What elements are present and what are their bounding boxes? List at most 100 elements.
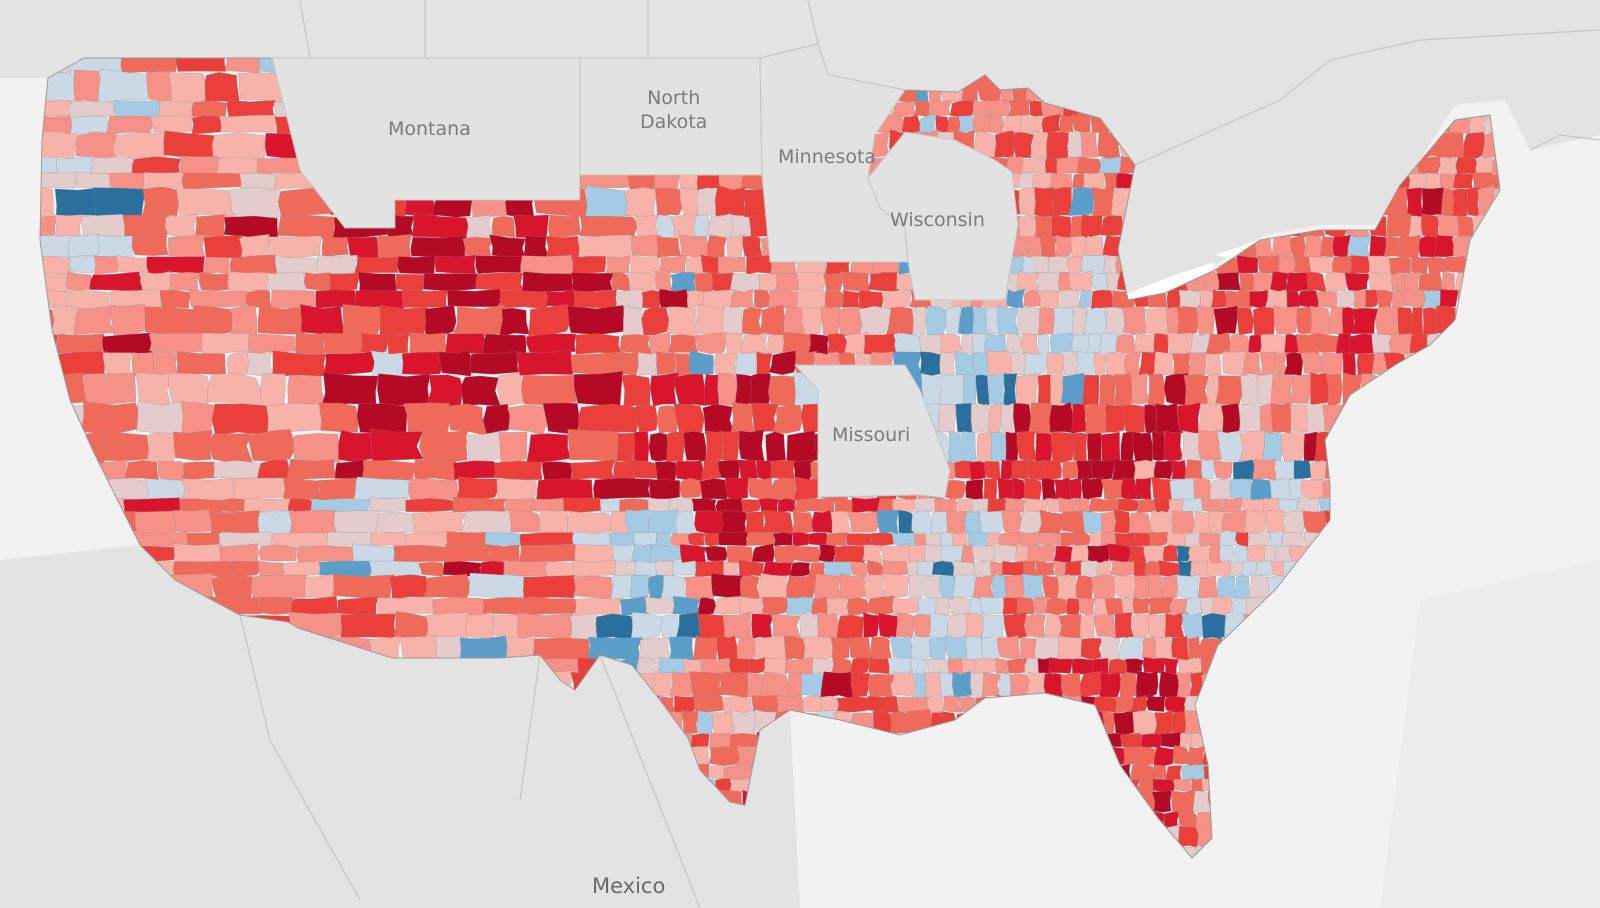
county-region[interactable] — [1153, 497, 1171, 514]
county-region[interactable] — [939, 351, 957, 377]
county-region[interactable] — [1020, 113, 1044, 134]
county-region[interactable] — [667, 334, 699, 353]
county-region[interactable] — [1457, 215, 1474, 238]
county-region[interactable] — [1017, 531, 1040, 547]
county-region[interactable] — [1375, 306, 1401, 336]
county-region[interactable] — [418, 561, 444, 577]
county-region[interactable] — [1208, 510, 1226, 534]
county-region[interactable] — [1310, 372, 1330, 405]
county-region[interactable] — [994, 130, 1016, 160]
county-region[interactable] — [758, 304, 786, 338]
county-region[interactable] — [1320, 352, 1343, 377]
county-region[interactable] — [1113, 372, 1133, 406]
county-region[interactable] — [498, 307, 530, 338]
county-region[interactable] — [863, 333, 897, 355]
county-region[interactable] — [257, 560, 285, 578]
county-region[interactable] — [952, 531, 968, 548]
county-region[interactable] — [1022, 255, 1036, 274]
county-region[interactable] — [825, 532, 848, 547]
county-region[interactable] — [546, 560, 576, 577]
county-region[interactable] — [208, 510, 261, 535]
county-region[interactable] — [593, 477, 653, 500]
county-region[interactable] — [697, 597, 717, 616]
county-region[interactable] — [1197, 575, 1219, 599]
county-region[interactable] — [535, 478, 594, 501]
county-region[interactable] — [808, 498, 836, 513]
county-region[interactable] — [1259, 333, 1287, 355]
county-region[interactable] — [1100, 510, 1116, 535]
county-region[interactable] — [268, 235, 322, 259]
county-region[interactable] — [833, 545, 865, 563]
county-region[interactable] — [1149, 510, 1174, 533]
county-region[interactable] — [354, 256, 400, 274]
county-region[interactable] — [75, 171, 112, 191]
county-region[interactable] — [764, 657, 787, 675]
county-region[interactable] — [1405, 187, 1424, 218]
county-region[interactable] — [1082, 510, 1104, 534]
county-region[interactable] — [1234, 575, 1250, 599]
county-region[interactable] — [1245, 509, 1267, 535]
county-region[interactable] — [1295, 332, 1323, 355]
county-region[interactable] — [1122, 305, 1147, 336]
county-region[interactable] — [1122, 746, 1142, 766]
county-region[interactable] — [679, 234, 710, 258]
county-region[interactable] — [106, 115, 154, 135]
county-region[interactable] — [570, 272, 615, 294]
county-region[interactable] — [163, 130, 216, 161]
county-region[interactable] — [1184, 459, 1204, 480]
county-region[interactable] — [1058, 613, 1082, 640]
county-region[interactable] — [1194, 510, 1212, 535]
county-region[interactable] — [693, 694, 724, 714]
county-region[interactable] — [521, 374, 577, 406]
county-region[interactable] — [830, 636, 852, 659]
county-region[interactable] — [1028, 402, 1052, 436]
county-region[interactable] — [75, 132, 117, 159]
county-region[interactable] — [1153, 351, 1174, 376]
county-region[interactable] — [1117, 498, 1140, 512]
county-region[interactable] — [1240, 374, 1261, 406]
county-region[interactable] — [1090, 459, 1116, 480]
county-region[interactable] — [1123, 404, 1146, 434]
county-region[interactable] — [574, 544, 615, 563]
county-region[interactable] — [961, 333, 974, 355]
county-region[interactable] — [767, 375, 799, 407]
county-region[interactable] — [928, 612, 948, 639]
county-region[interactable] — [911, 510, 933, 534]
county-region[interactable] — [1080, 637, 1104, 660]
county-region[interactable] — [845, 533, 874, 547]
county-region[interactable] — [1096, 560, 1112, 578]
county-region[interactable] — [1079, 613, 1097, 640]
county-region[interactable] — [180, 401, 216, 435]
county-region[interactable] — [1283, 510, 1306, 534]
county-region[interactable] — [610, 511, 629, 535]
county-region[interactable] — [1187, 746, 1206, 767]
county-region[interactable] — [211, 403, 272, 436]
county-region[interactable] — [277, 213, 336, 240]
county-region[interactable] — [641, 290, 662, 310]
county-region[interactable] — [949, 100, 975, 117]
county-region[interactable] — [291, 595, 341, 615]
county-region[interactable] — [791, 531, 811, 548]
county-region[interactable] — [707, 235, 728, 258]
county-region[interactable] — [283, 560, 321, 577]
county-region[interactable] — [108, 172, 146, 190]
county-region[interactable] — [826, 597, 848, 617]
county-region[interactable] — [1367, 270, 1393, 292]
county-region[interactable] — [1100, 431, 1121, 464]
county-region[interactable] — [1228, 333, 1250, 355]
county-region[interactable] — [623, 306, 645, 337]
county-region[interactable] — [376, 373, 431, 408]
county-region[interactable] — [1136, 777, 1155, 793]
county-region[interactable] — [482, 403, 511, 435]
county-region[interactable] — [393, 545, 448, 564]
county-region[interactable] — [1060, 532, 1076, 547]
county-region[interactable] — [863, 612, 881, 638]
county-region[interactable] — [1286, 290, 1300, 309]
county-region[interactable] — [649, 543, 682, 563]
county-region[interactable] — [1105, 404, 1126, 433]
county-region[interactable] — [352, 476, 410, 502]
county-region[interactable] — [1083, 404, 1109, 434]
county-region[interactable] — [1003, 611, 1028, 639]
county-region[interactable] — [656, 351, 676, 376]
county-region[interactable] — [1113, 509, 1131, 534]
